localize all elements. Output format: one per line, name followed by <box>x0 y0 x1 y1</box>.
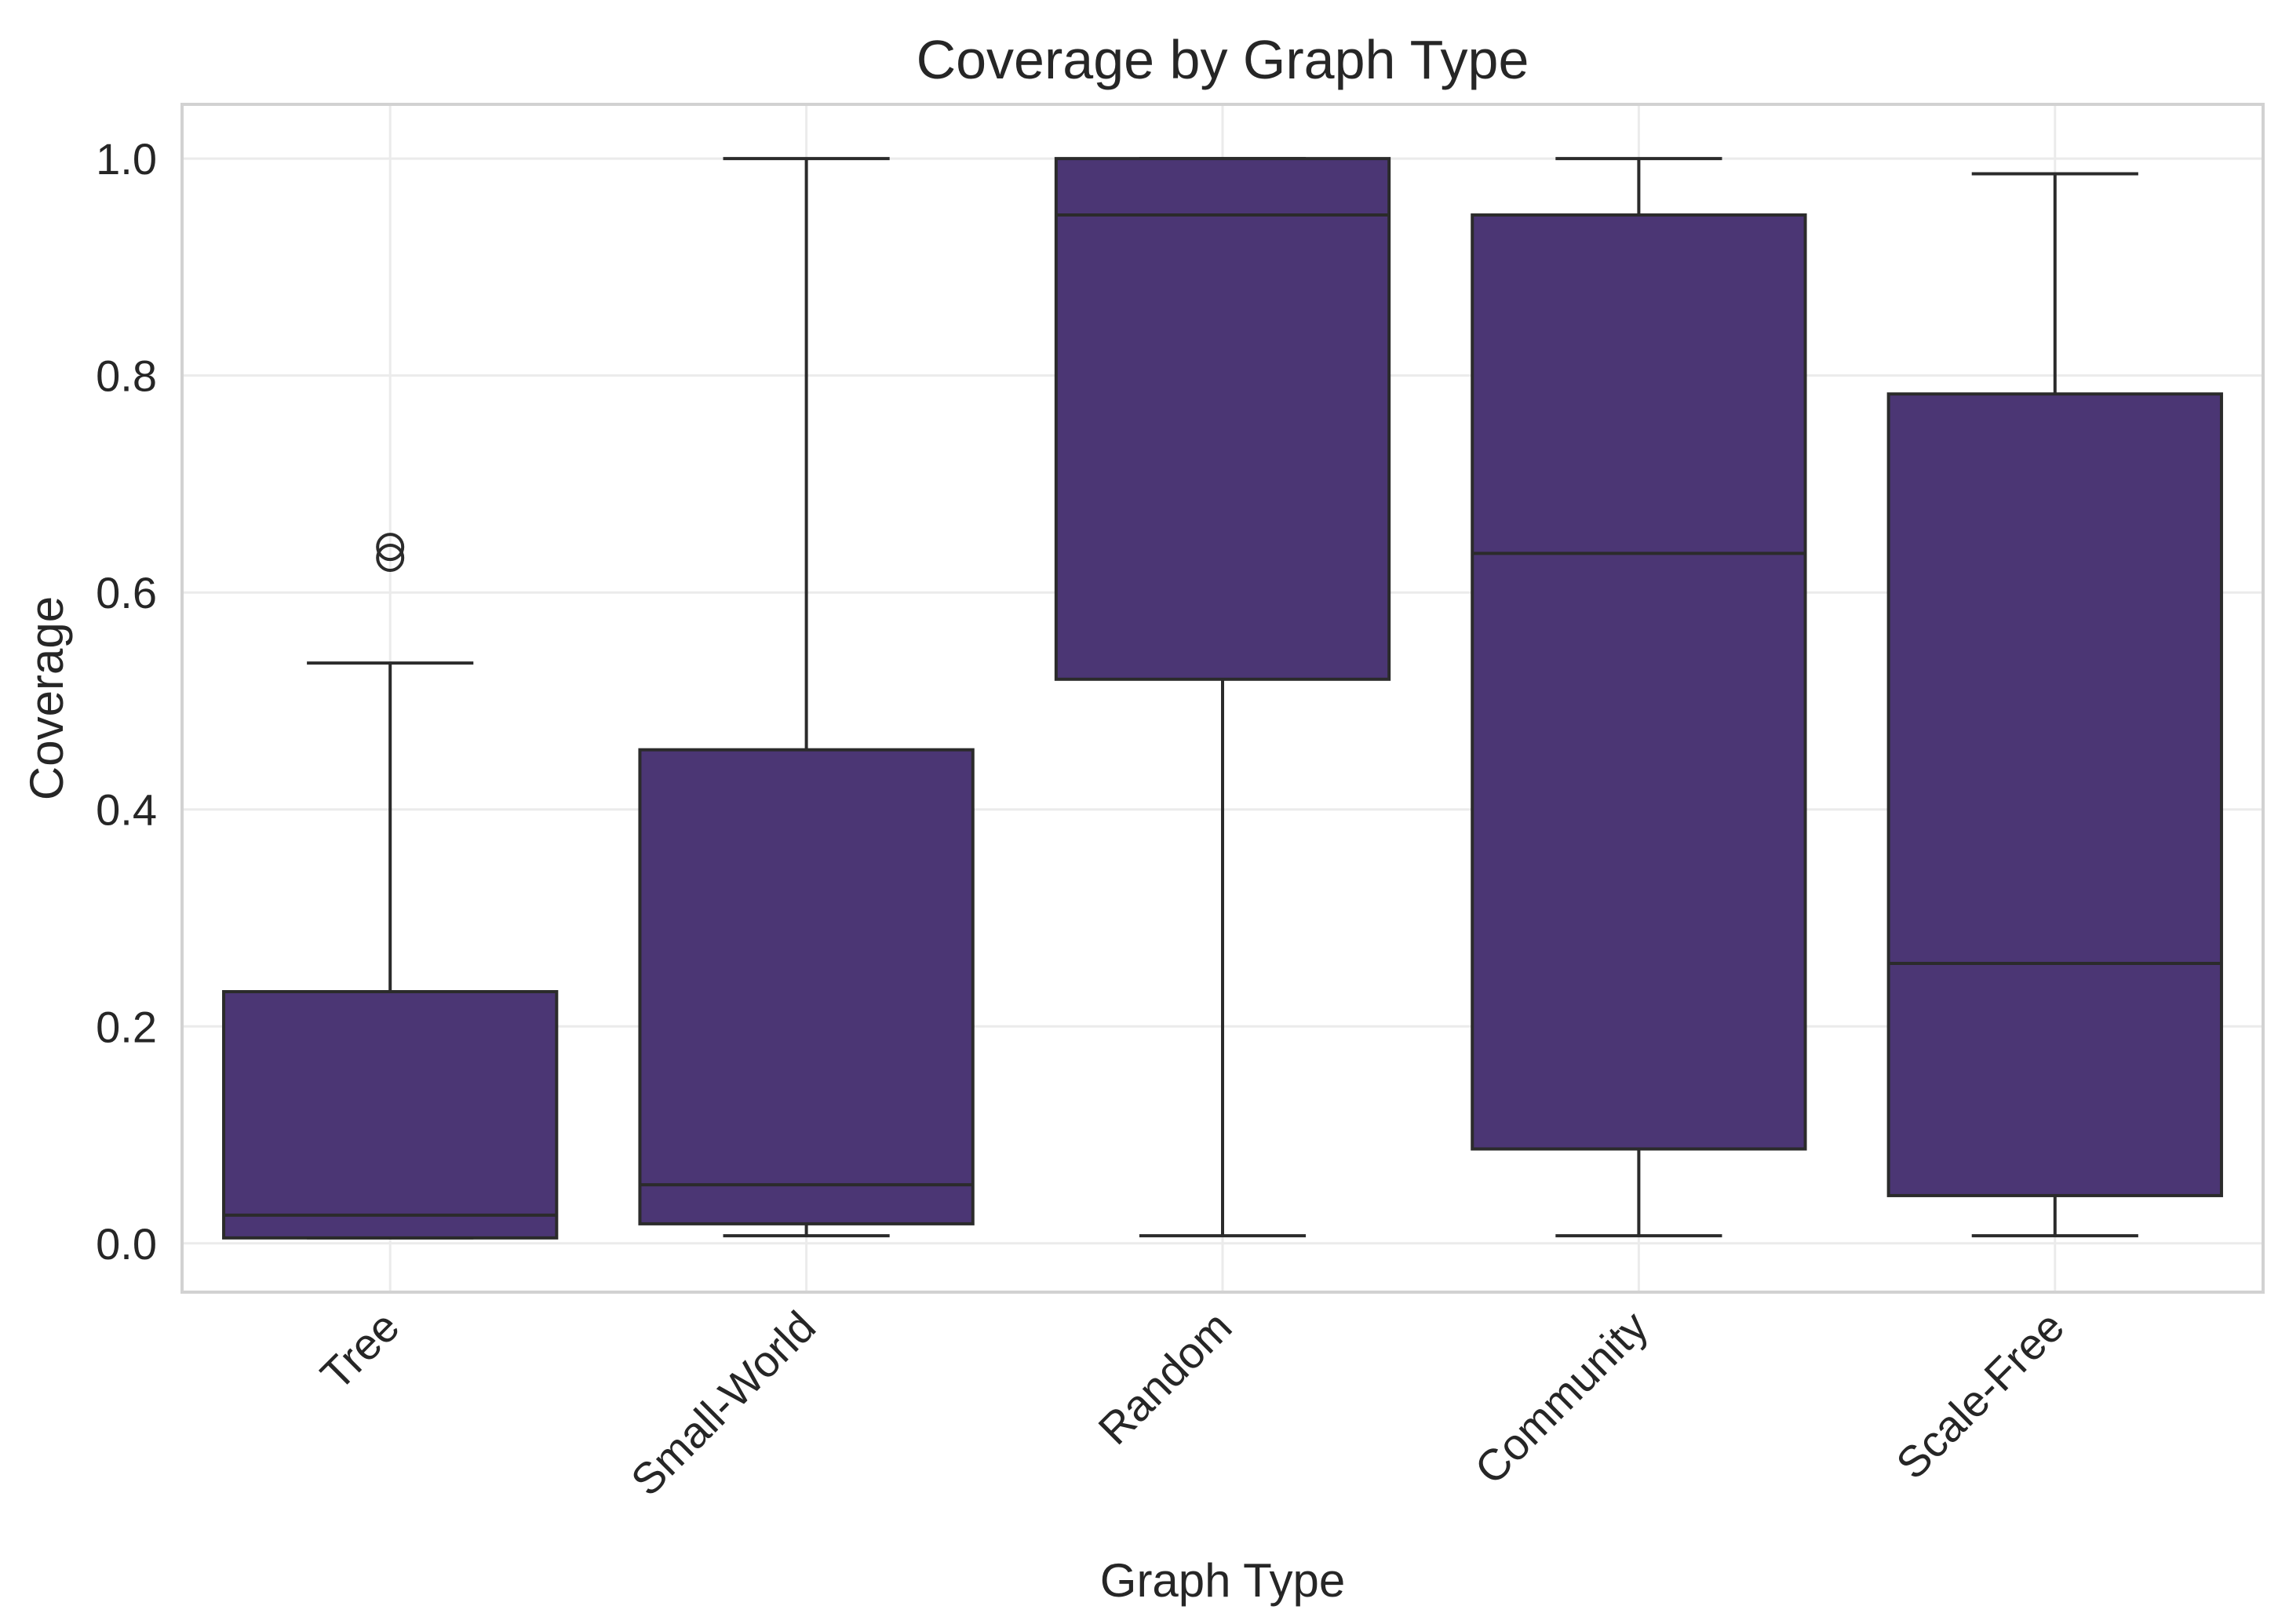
box-group <box>1886 172 2223 1238</box>
boxes <box>222 157 2223 1240</box>
y-tick-label: 1.0 <box>96 134 157 184</box>
x-tick-label: Scale-Free <box>1886 1302 2073 1488</box>
x-tick-label: Random <box>1088 1302 1241 1454</box>
x-tick-label: Tree <box>311 1302 409 1400</box>
y-axis-label: Coverage <box>20 596 73 800</box>
box <box>1054 157 1391 681</box>
y-tick-label: 0.4 <box>96 785 157 835</box>
x-tick-label: Community <box>1465 1302 1657 1494</box>
plot-frame <box>180 103 2265 1294</box>
box <box>1471 213 1807 1151</box>
y-tick-label: 0.2 <box>96 1002 157 1051</box>
outlier-point <box>376 543 405 572</box>
box-group <box>638 157 975 1238</box>
y-tick-label: 0.8 <box>96 351 157 401</box>
box-group <box>222 533 559 1240</box>
x-tick-label: Small-World <box>621 1302 825 1505</box>
x-axis-label: Graph Type <box>1100 1554 1345 1607</box>
box-group <box>1471 157 1807 1238</box>
chart-title: Coverage by Graph Type <box>917 29 1529 90</box>
box <box>638 748 975 1225</box>
y-tick-label: 0.0 <box>96 1219 157 1269</box>
box <box>222 990 559 1240</box>
box-group <box>1054 157 1391 1238</box>
outlier-point <box>376 533 405 562</box>
box <box>1886 392 2223 1197</box>
x-tick-labels: Tree Small-World Random Community Scale-Free <box>311 1302 2073 1505</box>
y-tick-labels: 0.0 0.2 0.4 0.6 0.8 1.0 <box>96 134 157 1269</box>
y-tick-label: 0.6 <box>96 568 157 617</box>
